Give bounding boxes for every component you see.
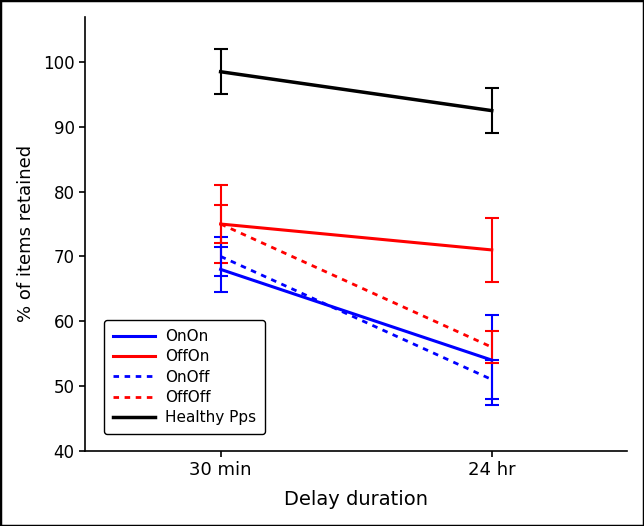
Legend: OnOn, OffOn, OnOff, OffOff, Healthy Pps: OnOn, OffOn, OnOff, OffOff, Healthy Pps [104,320,265,434]
Y-axis label: % of items retained: % of items retained [17,145,35,322]
X-axis label: Delay duration: Delay duration [284,490,428,509]
